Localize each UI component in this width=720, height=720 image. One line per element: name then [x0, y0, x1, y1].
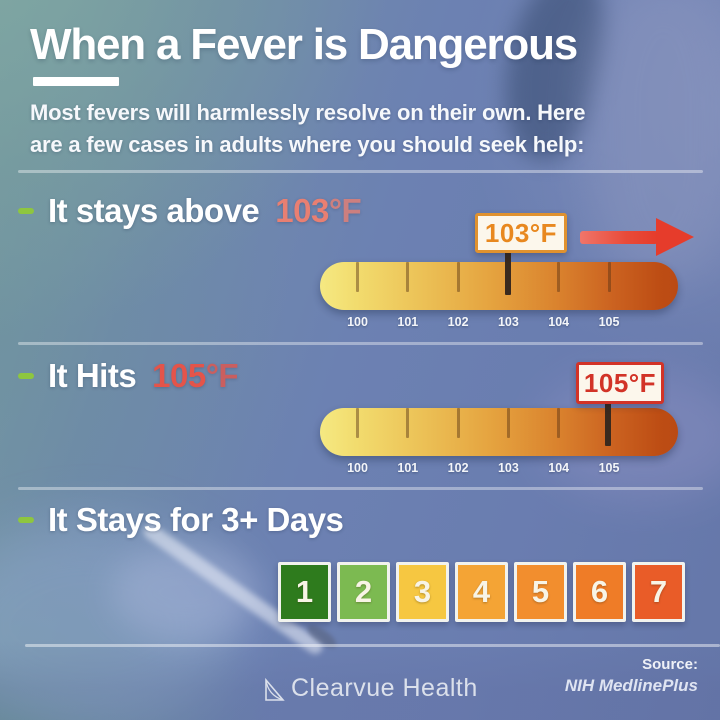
photo-hand-shape: [0, 520, 240, 720]
case-heading-3-plus-days: It Stays for 3+ Days: [18, 501, 344, 539]
scale-tick-101: [406, 262, 410, 292]
case-heading-text: It Stays for 3+ Days: [48, 501, 344, 538]
photo-thermometer-tip: [304, 621, 340, 652]
day-box-6: 6: [573, 562, 626, 622]
degree-unit: °F: [205, 357, 239, 394]
temp-callout-103: 103°F: [475, 213, 567, 253]
scale-label-103: 103: [497, 461, 519, 475]
day-number: 1: [295, 574, 314, 609]
scale-tick-101: [406, 408, 410, 438]
thermometer-bar: [320, 408, 678, 456]
clearvue-triangle-icon: [265, 677, 285, 701]
case-heading-value: 103°F: [275, 192, 362, 229]
day-number: 4: [472, 574, 491, 609]
subtitle: Most fevers will harmlessly resolve on t…: [30, 97, 585, 161]
scale-tick-104: [557, 262, 561, 292]
scale-tick-103: [506, 408, 510, 438]
scale-label-102: 102: [447, 461, 469, 475]
source-attribution: Source: NIH MedlinePlus: [565, 654, 698, 696]
case-heading-hits-105: It Hits 105°F: [18, 357, 239, 395]
rising-arrow-icon: [580, 217, 696, 257]
day-number: 7: [649, 574, 668, 609]
scale-tick-104: [557, 408, 561, 438]
scale-tick-100: [356, 262, 359, 292]
section-divider: [18, 170, 703, 173]
day-box-5: 5: [514, 562, 567, 622]
scale-label-101: 101: [397, 315, 419, 329]
arrow-shaft: [580, 231, 658, 244]
thermometer-scale-105: 100 101 102 103 104 105: [320, 408, 680, 483]
photo-hand-highlight: [110, 545, 260, 640]
scale-tick-102: [456, 262, 460, 292]
footer-divider: [25, 644, 720, 647]
scale-label-105: 105: [598, 461, 620, 475]
title-underline: [33, 77, 119, 86]
degree-unit: °F: [328, 192, 362, 229]
section-divider: [18, 487, 703, 490]
day-box-2: 2: [337, 562, 390, 622]
temp-callout-105-label: 105°F: [583, 367, 657, 398]
day-box-4: 4: [455, 562, 508, 622]
scale-label-100: 100: [347, 315, 368, 329]
case-heading-text: It stays above: [48, 192, 260, 229]
bullet-dash-icon: [18, 517, 34, 523]
day-number: 5: [531, 574, 550, 609]
thermometer-labels: 100 101 102 103 104 105: [320, 315, 678, 333]
thermometer-labels: 100 101 102 103 104 105: [320, 461, 678, 479]
day-box-1: 1: [278, 562, 331, 622]
scale-label-104: 104: [548, 461, 570, 475]
thermometer-scale-103: 100 101 102 103 104 105: [320, 262, 680, 337]
scale-label-105: 105: [598, 315, 620, 329]
day-box-7: 7: [632, 562, 685, 622]
source-label: Source:: [642, 656, 698, 673]
page-title: When a Fever is Dangerous: [30, 20, 578, 69]
arrow-head: [656, 218, 694, 256]
bullet-dash-icon: [18, 208, 34, 214]
scale-tick-100: [356, 408, 359, 438]
day-scale: 1 2 3 4 5 6 7: [278, 562, 685, 622]
brand-logo-lockup: Clearvue Health: [262, 672, 478, 704]
marker-tick-105: [605, 401, 611, 446]
scale-tick-105: [607, 262, 611, 292]
day-box-3: 3: [396, 562, 449, 622]
temp-callout-103-label: 103°F: [484, 217, 558, 248]
marker-tick-103: [505, 250, 511, 295]
bullet-dash-icon: [18, 373, 34, 379]
day-number: 6: [590, 574, 609, 609]
subtitle-line-2: are a few cases in adults where you shou…: [30, 132, 585, 157]
case-heading-stays-above-103: It stays above 103°F: [18, 192, 362, 230]
brand-name: Clearvue Health: [291, 673, 478, 702]
section-divider: [18, 342, 703, 345]
scale-label-104: 104: [548, 315, 570, 329]
scale-label-100: 100: [347, 461, 368, 475]
day-number: 2: [354, 574, 373, 609]
thermometer-bar: [320, 262, 678, 310]
day-number: 3: [413, 574, 432, 609]
case-heading-text: It Hits: [48, 357, 137, 394]
temp-callout-105: 105°F: [576, 362, 664, 404]
scale-label-103: 103: [497, 315, 519, 329]
scale-label-101: 101: [397, 461, 419, 475]
subtitle-line-1: Most fevers will harmlessly resolve on t…: [30, 100, 586, 125]
scale-label-102: 102: [447, 315, 469, 329]
case-heading-value: 105°F: [152, 357, 239, 394]
source-value: NIH MedlinePlus: [564, 676, 698, 695]
scale-tick-102: [456, 408, 460, 438]
